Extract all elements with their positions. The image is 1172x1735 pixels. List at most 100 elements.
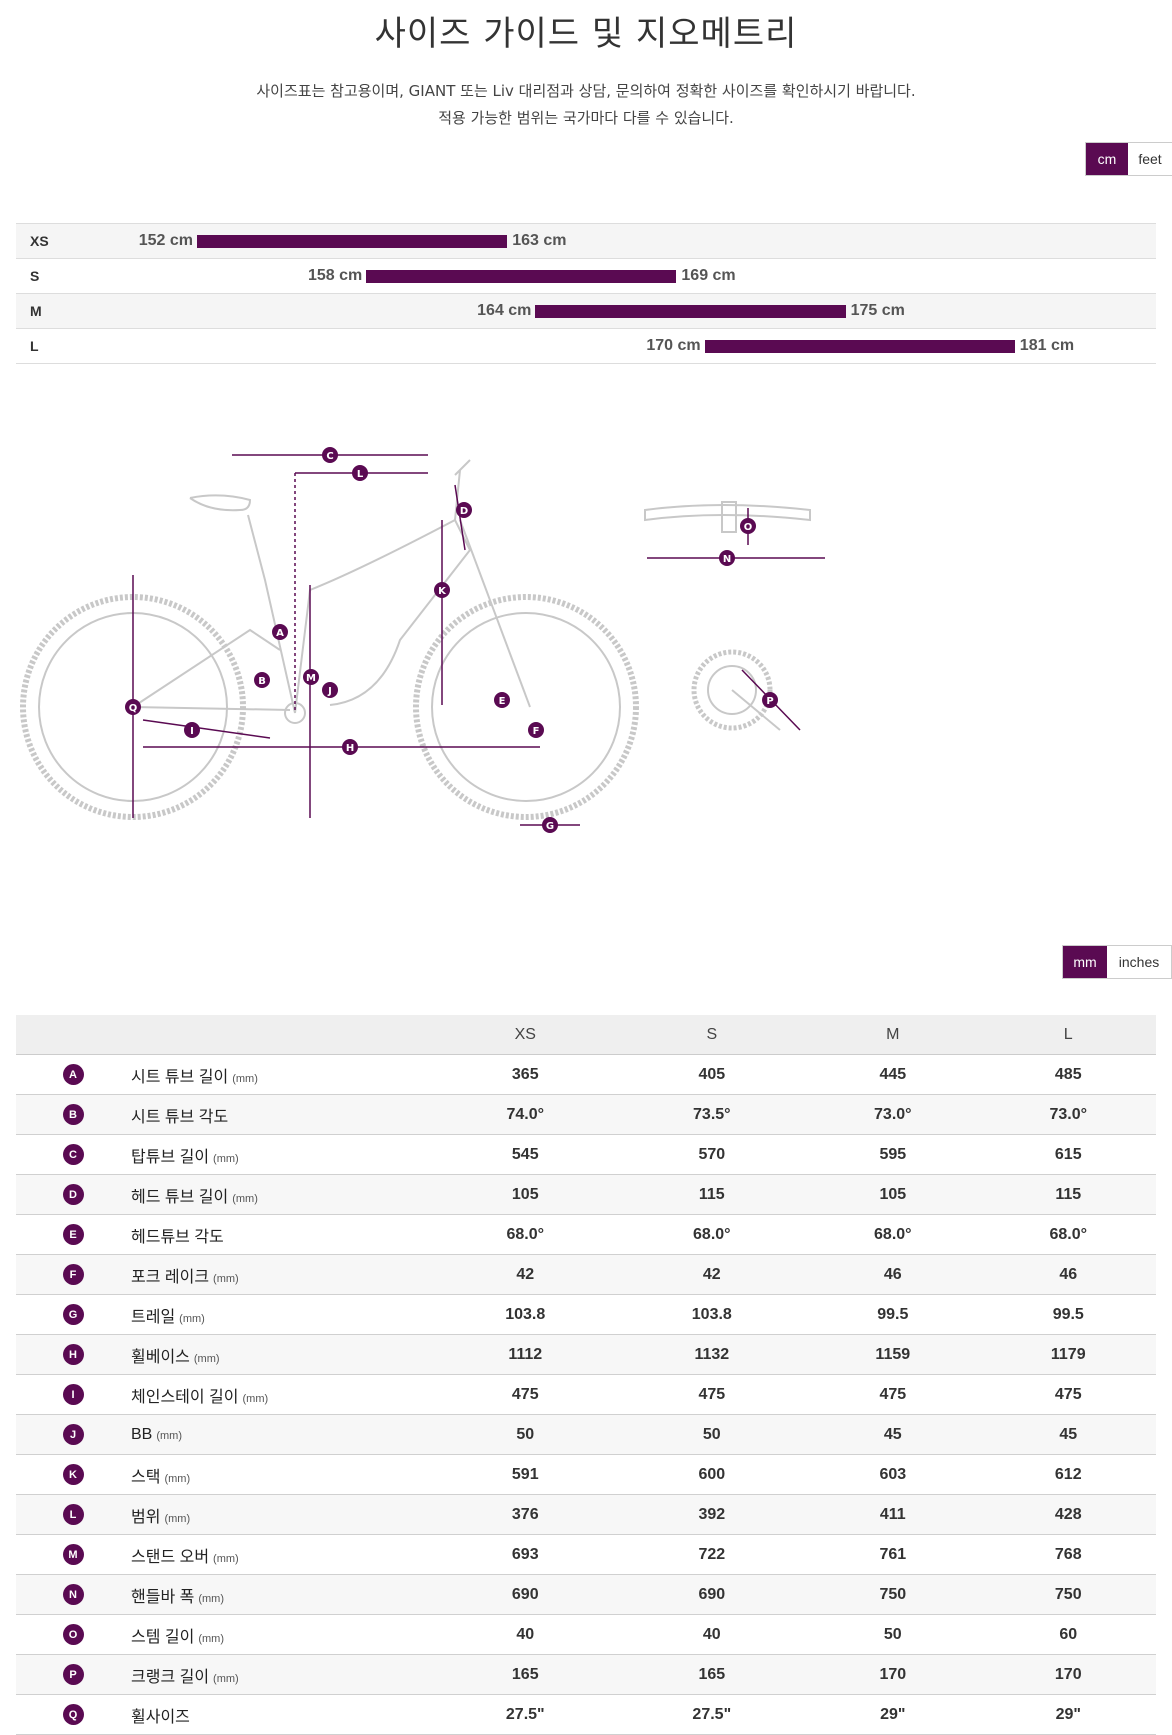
measurement-name-cell: 헤드 튜브 길이 (mm) xyxy=(130,1174,432,1215)
measurement-value: 170 xyxy=(980,1654,1156,1695)
measurement-unit: (mm) xyxy=(242,1392,269,1405)
measurement-badge: I xyxy=(62,1384,84,1405)
badge-cell: D xyxy=(16,1174,130,1215)
svg-text:J: J xyxy=(327,686,332,697)
measurement-unit: (mm) xyxy=(193,1352,220,1365)
diagram-badge-m: M xyxy=(303,669,319,685)
measurement-badge: D xyxy=(62,1184,84,1205)
measurement-value: 612 xyxy=(980,1454,1156,1495)
geometry-row: B 시트 튜브 각도 74.0° 73.5° 73.0° 73.0° xyxy=(16,1094,1156,1135)
measurement-value: 42 xyxy=(618,1254,806,1295)
measurement-name: 포크 레이크 xyxy=(131,1268,210,1286)
subtitle-line-1: 사이즈표는 참고용이며, GIANT 또는 Liv 대리점과 상담, 문의하여 … xyxy=(256,82,916,100)
unit-feet-button[interactable]: feet xyxy=(1138,151,1162,167)
geometry-row: I 체인스테이 길이 (mm) 475 475 475 475 xyxy=(16,1374,1156,1415)
unit-mm-button[interactable]: mm xyxy=(1063,946,1107,978)
unit-cm-button[interactable]: cm xyxy=(1086,143,1128,175)
measurement-name: 시트 튜브 각도 xyxy=(131,1108,229,1126)
measurement-value: 768 xyxy=(980,1534,1156,1575)
measurement-unit: (mm) xyxy=(198,1632,224,1645)
badge-cell: I xyxy=(16,1374,130,1415)
geometry-row: J BB (mm) 50 50 45 45 xyxy=(16,1414,1156,1455)
measurement-badge: E xyxy=(62,1224,84,1245)
badge-cell: L xyxy=(16,1494,130,1535)
measurement-badge: J xyxy=(62,1424,84,1445)
measurement-badge: C xyxy=(62,1144,84,1165)
measurement-value: 50 xyxy=(432,1414,619,1455)
measurement-name-cell: 핸들바 폭 (mm) xyxy=(130,1574,432,1615)
measurement-name-cell: 시트 튜브 길이 (mm) xyxy=(130,1054,432,1095)
measurement-name-cell: 탑튜브 길이 (mm) xyxy=(130,1134,432,1175)
badge-cell: Q xyxy=(16,1694,130,1735)
size-label: L xyxy=(30,338,39,354)
badge-cell: B xyxy=(16,1094,130,1135)
geometry-row: L 범위 (mm) 376 392 411 428 xyxy=(16,1494,1156,1535)
measurement-value: 103.8 xyxy=(432,1294,619,1335)
measurement-name: BB xyxy=(131,1425,153,1443)
badge-cell: K xyxy=(16,1454,130,1495)
measurement-name: 스택 xyxy=(131,1468,161,1486)
svg-text:L: L xyxy=(357,469,364,480)
measurement-value: 103.8 xyxy=(618,1294,806,1335)
measurement-unit: (mm) xyxy=(213,1152,239,1165)
measurement-value: 1159 xyxy=(805,1334,981,1375)
geometry-row: D 헤드 튜브 길이 (mm) 105 115 105 115 xyxy=(16,1174,1156,1215)
measurement-value: 411 xyxy=(805,1494,981,1535)
measurement-name: 헤드 튜브 길이 xyxy=(131,1188,229,1206)
measurement-unit: (mm) xyxy=(164,1472,191,1485)
geometry-row: E 헤드튜브 각도 68.0° 68.0° 68.0° 68.0° xyxy=(16,1214,1156,1255)
geometry-row: G 트레일 (mm) 103.8 103.8 99.5 99.5 xyxy=(16,1294,1156,1335)
measurement-unit: (mm) xyxy=(213,1672,239,1685)
measurement-name: 범위 xyxy=(131,1508,161,1526)
measurement-name: 스템 길이 xyxy=(131,1628,195,1646)
geometry-row: Q 휠사이즈 27.5" 27.5" 29" 29" xyxy=(16,1694,1156,1735)
measurement-name-cell: 체인스테이 길이 (mm) xyxy=(130,1374,432,1415)
geometry-row: F 포크 레이크 (mm) 42 42 46 46 xyxy=(16,1254,1156,1295)
measurement-value: 68.0° xyxy=(618,1214,806,1255)
measurement-value: 615 xyxy=(980,1134,1156,1175)
measurement-value: 46 xyxy=(980,1254,1156,1295)
size-label: S xyxy=(30,268,40,284)
measurement-value: 392 xyxy=(618,1494,806,1535)
measurement-name-cell: 스택 (mm) xyxy=(130,1454,432,1495)
geometry-header-row: XS S M L xyxy=(16,1015,1156,1055)
size-label: XS xyxy=(30,233,49,249)
measurement-value: 750 xyxy=(980,1574,1156,1615)
measurement-value: 376 xyxy=(432,1494,619,1535)
badge-cell: J xyxy=(16,1414,130,1455)
measurement-badge: G xyxy=(62,1304,84,1325)
size-max-value: 181 cm xyxy=(1019,337,1075,354)
unit-inches-button[interactable]: inches xyxy=(1118,954,1160,970)
measurement-value: 99.5 xyxy=(805,1294,981,1335)
measurement-value: 595 xyxy=(805,1134,981,1175)
header-size-l: L xyxy=(980,1015,1156,1055)
measurement-value: 1112 xyxy=(432,1334,619,1375)
measurement-badge: Q xyxy=(62,1704,84,1725)
measurement-value: 45 xyxy=(805,1414,981,1455)
svg-text:H: H xyxy=(346,743,354,754)
measurement-value: 68.0° xyxy=(980,1214,1156,1255)
measurement-value: 40 xyxy=(432,1614,619,1655)
diagram-badge-i: I xyxy=(184,722,200,738)
svg-text:Q: Q xyxy=(129,703,138,714)
measurement-value: 570 xyxy=(618,1134,806,1175)
diagram-badge-d: D xyxy=(456,502,472,518)
measurement-value: 690 xyxy=(618,1574,806,1615)
measurement-name-cell: 포크 레이크 (mm) xyxy=(130,1254,432,1295)
badge-cell: A xyxy=(16,1054,130,1095)
header-size-xs: XS xyxy=(432,1015,619,1055)
diagram-badge-k: K xyxy=(434,582,450,598)
badge-cell: F xyxy=(16,1254,130,1295)
svg-text:C: C xyxy=(326,451,333,462)
measurement-name: 휠베이스 xyxy=(131,1348,190,1366)
measurement-name-cell: 스템 길이 (mm) xyxy=(130,1614,432,1655)
size-range-row: XS 152 cm 163 cm xyxy=(16,223,1156,258)
size-range-bar xyxy=(704,340,1015,353)
measurement-value: 365 xyxy=(432,1054,619,1095)
measurement-value: 40 xyxy=(618,1614,806,1655)
diagram-badge-f: F xyxy=(528,722,544,738)
measurement-value: 99.5 xyxy=(980,1294,1156,1335)
size-range-row: S 158 cm 169 cm xyxy=(16,258,1156,293)
measurement-value: 46 xyxy=(805,1254,981,1295)
measurement-value: 115 xyxy=(980,1174,1156,1215)
